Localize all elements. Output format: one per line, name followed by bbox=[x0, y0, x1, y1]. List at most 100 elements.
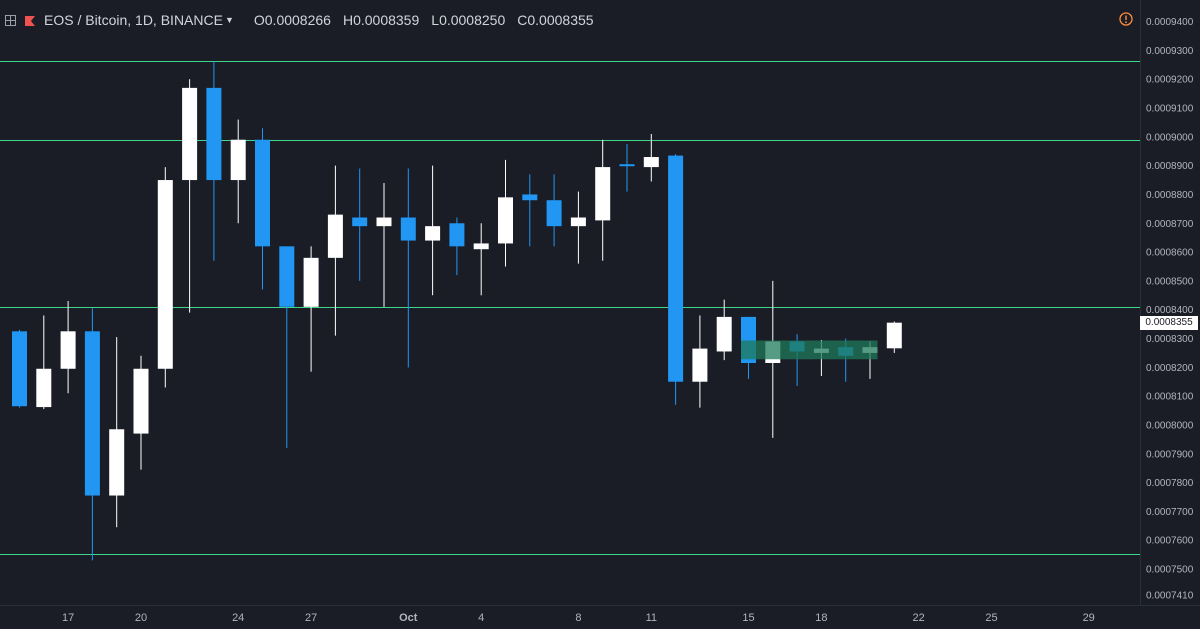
price-tick-label: 0.0007600 bbox=[1146, 536, 1194, 547]
candle-body bbox=[595, 167, 611, 221]
candle bbox=[303, 246, 319, 372]
candle-body bbox=[303, 257, 319, 307]
candle bbox=[449, 217, 465, 276]
candle bbox=[400, 168, 416, 368]
candle bbox=[643, 133, 659, 182]
price-axis-bg bbox=[1140, 0, 1200, 629]
price-tick-label: 0.0008500 bbox=[1146, 276, 1194, 287]
candle bbox=[595, 139, 611, 261]
symbol-square-icon[interactable] bbox=[5, 14, 16, 26]
price-tick-label: 0.0007800 bbox=[1146, 478, 1194, 489]
candle bbox=[182, 79, 198, 313]
candle-body bbox=[84, 331, 100, 496]
candle-body bbox=[36, 368, 52, 408]
price-tick-label: 0.0009000 bbox=[1146, 132, 1194, 143]
price-tick-label: 0.0008400 bbox=[1146, 305, 1194, 316]
price-tick-label: 0.0008700 bbox=[1146, 219, 1194, 230]
candle bbox=[692, 315, 708, 408]
time-tick-label: 20 bbox=[135, 612, 147, 624]
ohlc-low: L0.0008250 bbox=[431, 12, 506, 28]
candle-body bbox=[230, 139, 246, 181]
candle bbox=[327, 165, 343, 336]
time-tick-label: 17 bbox=[62, 612, 74, 624]
price-tick-label: 0.0008100 bbox=[1146, 392, 1194, 403]
candle bbox=[425, 165, 441, 296]
time-tick-label: 4 bbox=[478, 612, 484, 624]
price-tick-label: 0.0008300 bbox=[1146, 334, 1194, 345]
candle bbox=[668, 154, 684, 405]
time-tick-label: 29 bbox=[1083, 612, 1095, 624]
candle-body bbox=[279, 246, 295, 307]
candle-body bbox=[643, 157, 659, 168]
candle-body bbox=[522, 194, 538, 201]
time-tick-label: 18 bbox=[815, 612, 827, 624]
ohlc-open: O0.0008266 bbox=[253, 12, 331, 28]
flag-icon[interactable] bbox=[24, 14, 36, 26]
price-tick-label: 0.0009400 bbox=[1146, 17, 1194, 28]
price-tick-label: 0.0009100 bbox=[1146, 104, 1194, 115]
chart-header: EOS / Bitcoin, 1D, BINANCE ▼ O0.0008266 … bbox=[0, 0, 606, 40]
symbol-title[interactable]: EOS / Bitcoin, 1D, BINANCE bbox=[44, 12, 223, 28]
price-tick-label: 0.0008800 bbox=[1146, 190, 1194, 201]
candle-body bbox=[886, 322, 902, 349]
candle bbox=[473, 223, 489, 296]
time-tick-label: 8 bbox=[575, 612, 581, 624]
time-tick-label: 24 bbox=[232, 612, 244, 624]
price-axis[interactable]: 0.0009400 0.0009300 0.0009200 0.0009100 0.00… bbox=[1140, 0, 1200, 629]
time-tick-label: 25 bbox=[985, 612, 997, 624]
candle-body bbox=[473, 243, 489, 250]
candle-body bbox=[376, 217, 392, 227]
candle-body bbox=[255, 139, 270, 247]
candle bbox=[206, 61, 222, 261]
candle bbox=[546, 174, 562, 247]
price-tick-label: 0.0008900 bbox=[1146, 161, 1194, 172]
candle-body bbox=[60, 331, 76, 369]
candle bbox=[230, 119, 246, 224]
ohlc-close: C0.0008355 bbox=[517, 12, 594, 28]
candle bbox=[36, 315, 52, 410]
candle-body bbox=[716, 316, 732, 352]
zone-rect bbox=[741, 340, 878, 360]
candle bbox=[109, 337, 125, 528]
dropdown-caret-icon[interactable]: ▼ bbox=[224, 15, 234, 25]
candle-body bbox=[425, 226, 441, 241]
time-tick-label: 11 bbox=[646, 612, 657, 624]
candle-body bbox=[400, 217, 416, 241]
consolidation-zone bbox=[741, 340, 878, 360]
candle-body bbox=[352, 217, 368, 227]
candle bbox=[886, 321, 902, 353]
last-price-tag: 0.0008355 bbox=[1140, 315, 1198, 330]
candle-body bbox=[692, 348, 708, 382]
candle-body bbox=[157, 180, 173, 369]
price-tick-label: 0.0008200 bbox=[1146, 363, 1194, 374]
price-tick-label: 0.0009200 bbox=[1146, 75, 1194, 86]
candle bbox=[12, 329, 27, 408]
alert-icon[interactable] bbox=[1119, 12, 1133, 26]
candle bbox=[60, 301, 76, 394]
candle bbox=[352, 168, 368, 281]
candle bbox=[716, 299, 732, 361]
ohlc-high: H0.0008359 bbox=[342, 12, 420, 28]
candle bbox=[619, 144, 635, 192]
candle-body bbox=[668, 155, 684, 382]
candle-body bbox=[182, 87, 198, 181]
candle bbox=[133, 355, 149, 470]
time-tick-label: 22 bbox=[912, 612, 924, 624]
candle-body bbox=[619, 164, 635, 167]
candle-body bbox=[133, 368, 149, 434]
time-tick-label: 27 bbox=[305, 612, 317, 624]
candle bbox=[84, 308, 100, 561]
candle bbox=[376, 182, 392, 307]
candle-body bbox=[498, 197, 513, 244]
candle-body bbox=[109, 429, 125, 496]
time-tick-label: Oct bbox=[399, 612, 418, 624]
candle bbox=[570, 191, 586, 264]
price-tick-label: 0.0007700 bbox=[1146, 507, 1194, 518]
price-tick-label: 0.0009300 bbox=[1146, 46, 1194, 57]
candle bbox=[255, 128, 270, 290]
candle-body bbox=[546, 200, 562, 227]
time-axis[interactable]: 17 20 24 27 Oct 4 8 11 15 18 22 25 29 bbox=[0, 605, 1200, 625]
candle-body bbox=[206, 87, 222, 181]
candle bbox=[765, 280, 781, 438]
